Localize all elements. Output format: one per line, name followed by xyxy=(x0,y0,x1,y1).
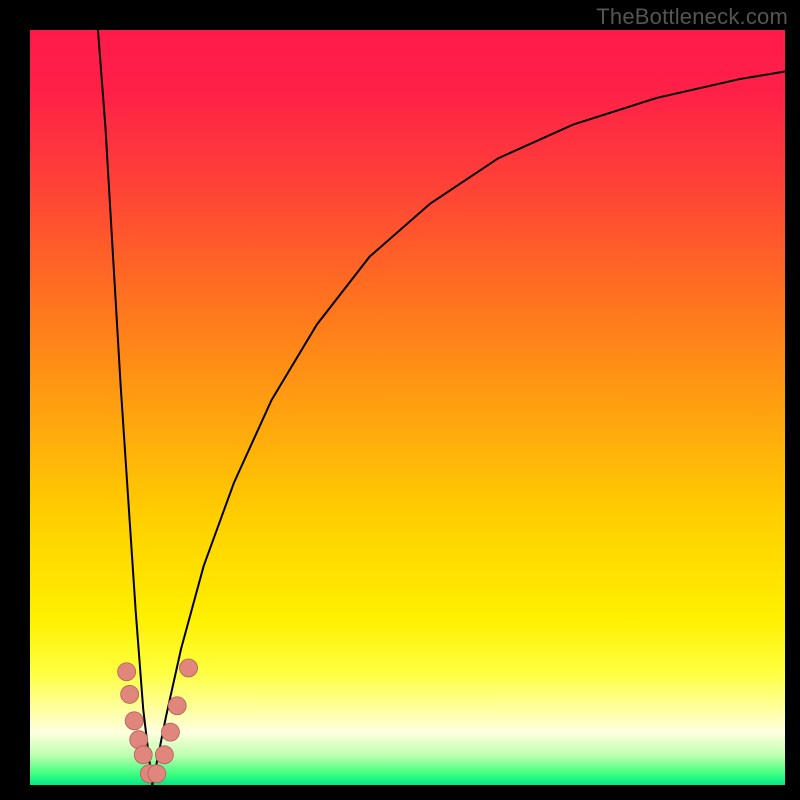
plot-background xyxy=(30,30,785,785)
data-marker xyxy=(155,746,173,764)
data-marker xyxy=(121,685,139,703)
data-marker xyxy=(180,659,198,677)
data-marker xyxy=(118,663,136,681)
chart-container: TheBottleneck.com xyxy=(0,0,800,800)
chart-svg xyxy=(0,0,800,800)
data-marker xyxy=(168,697,186,715)
data-marker xyxy=(134,746,152,764)
data-marker xyxy=(161,723,179,741)
watermark-label: TheBottleneck.com xyxy=(596,4,788,30)
data-marker xyxy=(125,712,143,730)
data-marker xyxy=(148,765,166,783)
